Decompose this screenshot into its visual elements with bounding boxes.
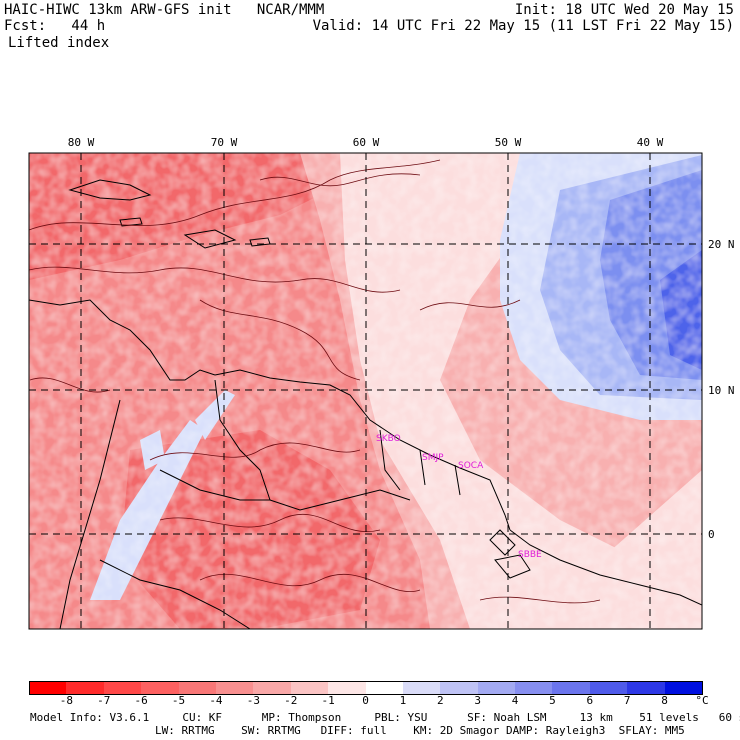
border-guianas: [379, 429, 461, 496]
lat-label-0: 0: [708, 528, 715, 541]
colorbar-tick-label: -5: [171, 694, 186, 707]
contour-a: [29, 159, 441, 231]
model-info-line2: LW: RRTMG SW: RRTMG DIFF: full KM: 2D Sm…: [155, 724, 685, 737]
colorbar-tick-label: 4: [511, 694, 519, 707]
colorbar-cell: [402, 681, 441, 695]
colorbar-tick-label: 0: [362, 694, 369, 707]
colorbar-unit: °C: [695, 694, 709, 707]
colorbar-cell: [66, 681, 105, 695]
colorbar-tick-label: 8: [661, 694, 668, 707]
contour-e: [159, 514, 381, 532]
colorbar-cell: [141, 681, 180, 695]
colorbar-tick-label: 1: [399, 694, 407, 707]
forecast-hour: Fcst: 44 h: [4, 18, 106, 34]
field-name: Lifted index: [8, 35, 110, 51]
colorbar-cell: [29, 681, 68, 695]
colorbar-tick-label: 3: [474, 694, 481, 707]
contour-c: [199, 299, 361, 381]
border-interior-b: [159, 469, 270, 501]
station-skbo: SKBO: [376, 434, 401, 444]
colorbar-cell: [627, 681, 666, 695]
field-deep-red-north: [29, 153, 330, 280]
colorbar-tick-label: -3: [246, 694, 260, 707]
cuba: [68, 179, 152, 201]
field-deep-blue-atlantic: [660, 250, 702, 370]
map-frame: [28, 152, 703, 630]
colorbar-tick-label: -7: [97, 694, 111, 707]
model-info-line1: Model Info: V3.6.1 CU: KF MP: Thompson P…: [30, 711, 740, 724]
colorbar-cell: [215, 681, 254, 695]
colorbar-tick-label: 2: [436, 694, 444, 707]
colorbar-cell: [477, 681, 516, 695]
field-pale-blue-andes-b: [195, 390, 235, 440]
colorbar-cell: [552, 681, 591, 695]
contour-lines: [29, 159, 601, 604]
contour-f: [199, 573, 421, 592]
colorbar-cell: [253, 681, 292, 695]
station-soca: SOCA: [458, 461, 484, 471]
colorbar-cell: [290, 681, 329, 695]
coast-central-america: [29, 299, 216, 381]
lat-label-10n: 10 N: [708, 384, 735, 397]
border-interior-a: [269, 489, 411, 511]
contour-b: [29, 266, 401, 293]
contour-i: [479, 596, 601, 604]
field-pale-blue-patch: [140, 430, 165, 470]
contour-g: [419, 299, 521, 311]
colorbar-tick-label: -8: [59, 694, 73, 707]
lon-label-50w: 50 W: [495, 136, 522, 149]
lon-label-40w: 40 W: [637, 136, 664, 149]
colorbar-cell: [664, 681, 704, 695]
colorbar-cell: [178, 681, 217, 695]
coast-pacific-south-america: [59, 399, 121, 629]
colorbar-cell: [365, 681, 404, 695]
longitude-labels: 80 W 70 W 60 W 50 W 40 W: [68, 136, 664, 149]
shaded-field: [29, 153, 702, 629]
colorbar-tick-label: 7: [623, 694, 631, 707]
station-labels: SKBO SMJP SOCA SBBE: [376, 434, 542, 560]
colorbar-tick-label: -1: [321, 694, 335, 707]
init-time: Init: 18 UTC Wed 20 May 15: [514, 2, 734, 18]
coast-venezuela-guianas: [214, 369, 511, 531]
contour-h: [29, 377, 111, 393]
colorbar-tick-label: -4: [209, 694, 223, 707]
colorbar-cell: [515, 681, 553, 695]
field-pale-red-coast: [600, 470, 702, 629]
field-deep-red-south: [120, 430, 380, 629]
colorbar-cell: [328, 681, 366, 695]
lat-label-20n: 20 N: [708, 238, 735, 251]
border-colombia-venezuela: [214, 379, 271, 501]
station-sbbe: SBBE: [518, 550, 542, 560]
amazon-delta: [489, 529, 531, 579]
lon-label-70w: 70 W: [211, 136, 238, 149]
latitude-labels: 20 N 10 N 0: [708, 238, 735, 541]
lon-label-60w: 60 W: [353, 136, 380, 149]
colorbar-cell: [440, 681, 479, 695]
colorbar-tick-label: -6: [134, 694, 148, 707]
colorbar-cell: [103, 681, 142, 695]
colorbar-tick-label: 6: [586, 694, 594, 707]
colorbar-cell: [589, 681, 628, 695]
lon-label-80w: 80 W: [68, 136, 95, 149]
colorbar-tick-label: 5: [549, 694, 556, 707]
graticule: [29, 153, 702, 629]
contour-d: [149, 442, 361, 461]
coast-brazil-northeast: [509, 529, 702, 606]
model-title: HAIC-HIWC 13km ARW-GFS init NCAR/MMM: [4, 2, 325, 18]
border-brazil-peru: [99, 559, 251, 629]
colorbar-tick-label: -2: [284, 694, 298, 707]
field-pale-red-east: [340, 153, 702, 629]
valid-time: Valid: 14 UTC Fri 22 May 15 (11 LST Fri …: [312, 18, 734, 34]
field-pale-blue-andes-a: [90, 420, 205, 600]
contour-j: [259, 173, 421, 187]
station-smjp: SMJP: [422, 453, 444, 463]
jamaica: [119, 217, 143, 227]
